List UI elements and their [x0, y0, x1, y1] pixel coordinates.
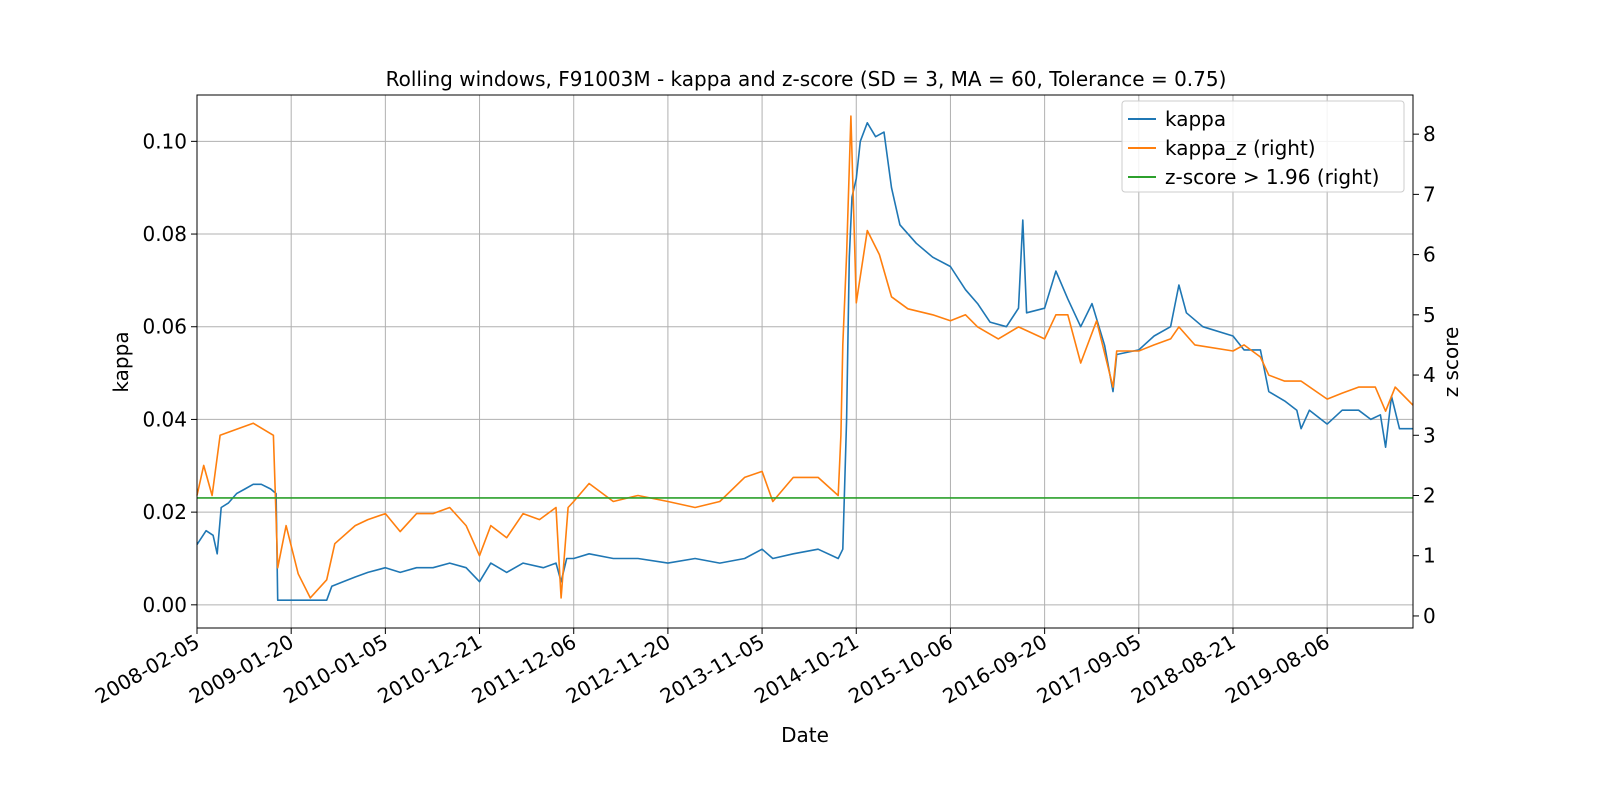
- x-axis-ticks: 2008-02-052009-01-202010-01-052010-12-21…: [91, 628, 1334, 708]
- x-tick-label: 2012-11-20: [562, 630, 675, 709]
- y-left-tick-label: 0.04: [142, 407, 187, 431]
- y-right-tick-label: 1: [1423, 544, 1436, 568]
- y-right-tick-label: 3: [1423, 423, 1436, 447]
- series-line-1: [196, 115, 1414, 599]
- x-tick-label: 2008-02-05: [91, 630, 204, 709]
- x-tick-label: 2016-09-20: [938, 630, 1051, 709]
- y-left-tick-label: 0.02: [142, 500, 187, 524]
- legend: kappa kappa_z (right) z-score > 1.96 (righ…: [1121, 100, 1405, 193]
- y-left-tick-label: 0.00: [142, 593, 187, 617]
- y-axis-left-ticks: 0.00 0.02 0.04 0.06 0.08 0.10: [142, 129, 197, 617]
- x-tick-label: 2011-12-06: [468, 630, 581, 709]
- x-tick-label: 2015-10-06: [844, 630, 957, 709]
- x-tick-label: 2009-01-20: [185, 630, 298, 709]
- chart-title: Rolling windows, F91003M - kappa and z-s…: [386, 67, 1227, 91]
- y-right-tick-label: 8: [1423, 122, 1436, 146]
- x-tick-label: 2010-01-05: [279, 630, 392, 709]
- y-right-tick-label: 6: [1423, 243, 1436, 267]
- y-right-tick-label: 5: [1423, 303, 1436, 327]
- y-right-tick-label: 7: [1423, 182, 1436, 206]
- x-tick-label: 2019-08-06: [1221, 630, 1334, 709]
- series-lines: [196, 115, 1414, 602]
- series-line-0: [196, 122, 1413, 602]
- x-axis-title: Date: [781, 723, 829, 747]
- x-tick-label: 2014-10-21: [750, 630, 863, 709]
- x-tick-label: 2010-12-21: [373, 630, 486, 709]
- legend-label-0: kappa: [1165, 107, 1226, 131]
- y-left-tick-label: 0.10: [142, 129, 187, 153]
- x-tick-label: 2018-08-21: [1127, 630, 1240, 709]
- y-axis-right-ticks: 0 1 2 3 4 5 6 7 8: [1413, 122, 1436, 628]
- legend-label-1: kappa_z (right): [1165, 136, 1316, 160]
- legend-box: [1121, 100, 1405, 193]
- y-right-tick-label: 2: [1423, 484, 1436, 508]
- plot-frame: [196, 94, 1414, 629]
- x-tick-label: 2013-11-05: [656, 630, 769, 709]
- y-right-tick-label: 4: [1423, 363, 1436, 387]
- y-left-tick-label: 0.06: [142, 315, 187, 339]
- y-axis-right-title: z score: [1439, 327, 1463, 398]
- x-tick-label: 2017-09-05: [1033, 630, 1146, 709]
- y-axis-left-title: kappa: [109, 331, 133, 392]
- y-right-tick-label: 0: [1423, 604, 1436, 628]
- y-left-tick-label: 0.08: [142, 222, 187, 246]
- legend-label-2: z-score > 1.96 (right): [1165, 165, 1379, 189]
